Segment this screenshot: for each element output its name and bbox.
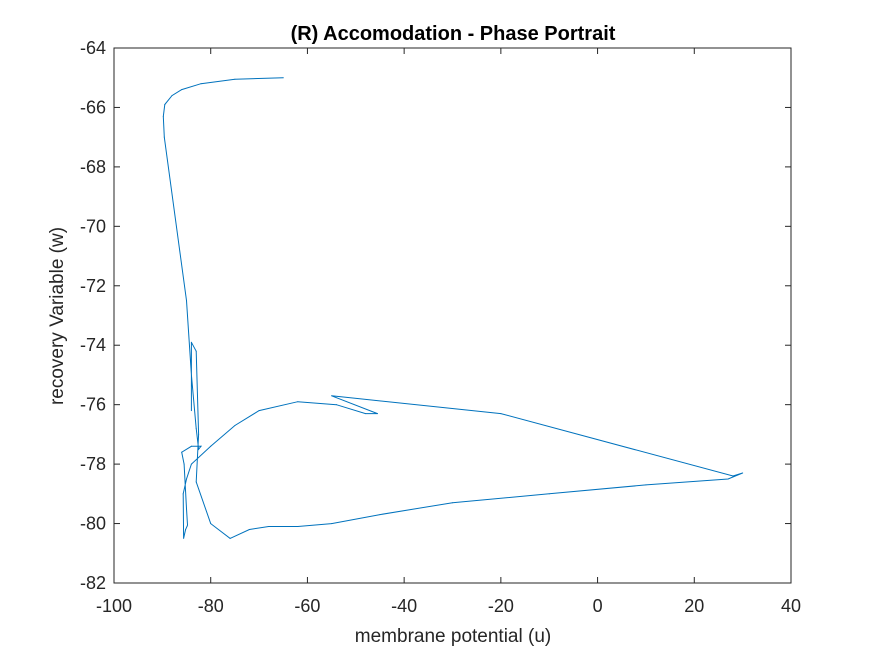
trajectory-point — [190, 374, 192, 376]
trajectory-point — [186, 300, 188, 302]
trajectory-point — [645, 484, 647, 486]
y-tick-label: -66 — [80, 97, 106, 117]
y-tick-label: -68 — [80, 157, 106, 177]
trajectory-point — [164, 103, 166, 105]
trajectory-point — [377, 413, 379, 415]
trajectory-point — [210, 445, 212, 447]
y-tick-label: -80 — [80, 514, 106, 534]
trajectory-point — [248, 529, 250, 530]
y-tick-label: -64 — [80, 38, 106, 58]
y-tick-label: -76 — [80, 395, 106, 415]
trajectory-point — [190, 341, 192, 343]
trajectory-point — [727, 478, 729, 480]
trajectory-point — [364, 413, 366, 415]
trajectory-point — [186, 526, 188, 528]
trajectory-point — [181, 451, 183, 453]
trajectory-point — [331, 523, 333, 525]
trajectory-point — [187, 524, 189, 526]
trajectory-point — [379, 514, 381, 516]
trajectory-point — [335, 404, 337, 406]
trajectory-point — [183, 463, 185, 465]
trajectory-point — [186, 478, 188, 480]
trajectory-point — [195, 350, 197, 352]
trajectory-point — [297, 401, 299, 403]
trajectory-point — [331, 395, 333, 397]
trajectory-point — [200, 445, 202, 447]
x-tick-label: 0 — [593, 596, 603, 616]
x-tick-label: -60 — [294, 596, 320, 616]
trajectory-point — [198, 433, 200, 435]
y-axis-label: recovery Variable (w) — [47, 227, 68, 405]
trajectory-point — [186, 508, 188, 510]
y-tick-label: -72 — [80, 276, 106, 296]
y-tick-label: -74 — [80, 335, 106, 355]
trajectory-point — [195, 427, 197, 429]
x-tick-label: -100 — [96, 596, 132, 616]
trajectory-point — [190, 410, 192, 412]
trajectory-point — [182, 493, 184, 495]
trajectory-point — [268, 526, 270, 528]
trajectory-point — [195, 481, 197, 483]
trajectory-point — [210, 523, 212, 525]
trajectory-point — [297, 526, 299, 528]
trajectory-point — [200, 83, 202, 85]
trajectory-point — [742, 472, 744, 474]
y-tick-label: -78 — [80, 454, 106, 474]
trajectory-point — [452, 502, 453, 504]
x-tick-label: 40 — [781, 596, 801, 616]
trajectory-point — [234, 78, 236, 80]
trajectory-point — [500, 413, 502, 415]
trajectory-point — [162, 115, 164, 117]
trajectory-point — [171, 95, 173, 97]
trajectory-point — [198, 448, 200, 450]
trajectory-point — [548, 493, 550, 495]
trajectory-point — [183, 537, 185, 539]
y-tick-label: -82 — [80, 573, 106, 593]
chart-title: (R) Accomodation - Phase Portrait — [291, 23, 616, 45]
trajectory-point — [229, 537, 231, 539]
x-tick-label: 20 — [684, 596, 704, 616]
x-tick-label: -40 — [391, 596, 417, 616]
trajectory-point — [258, 410, 260, 412]
x-axis-label: membrane potential (u) — [355, 626, 551, 647]
trajectory-points — [162, 77, 744, 539]
trajectory-point — [234, 424, 236, 426]
trajectory-point — [732, 475, 734, 477]
plot-area — [113, 47, 792, 584]
trajectory-point — [181, 89, 183, 91]
y-axis-ticks: -82 -80 -78 -76 -74 -72 -70 -68 -66 -64 — [80, 38, 791, 593]
x-tick-label: -20 — [488, 596, 514, 616]
x-axis-ticks: -100 -80 -60 -40 -20 0 20 40 — [96, 48, 801, 616]
trajectory-point — [185, 529, 187, 530]
trajectory-point — [282, 77, 284, 79]
trajectory-point — [190, 445, 192, 447]
y-tick-label: -70 — [80, 216, 106, 236]
x-tick-label: -80 — [198, 596, 224, 616]
trajectory-point — [190, 463, 192, 465]
trajectory-point — [163, 136, 165, 138]
